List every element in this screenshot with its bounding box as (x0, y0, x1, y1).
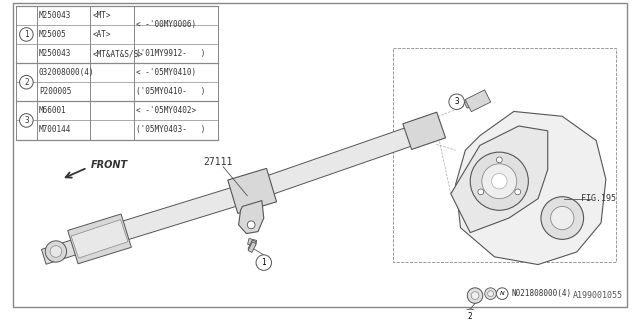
Polygon shape (456, 111, 606, 265)
Text: <MT>: <MT> (92, 11, 111, 20)
Circle shape (20, 28, 33, 41)
Circle shape (467, 288, 483, 303)
Polygon shape (451, 126, 548, 233)
Polygon shape (266, 126, 415, 194)
Text: M250043: M250043 (39, 49, 71, 58)
Text: 3: 3 (24, 116, 29, 125)
Text: M25005: M25005 (39, 30, 67, 39)
Text: P200005: P200005 (39, 87, 71, 96)
Circle shape (45, 241, 67, 262)
Polygon shape (239, 201, 264, 234)
Circle shape (492, 173, 507, 189)
Circle shape (256, 255, 271, 270)
Circle shape (470, 152, 529, 210)
Text: 2: 2 (468, 312, 472, 320)
Text: <MT&AT&S/S>: <MT&AT&S/S> (92, 49, 143, 58)
Polygon shape (248, 240, 256, 251)
Circle shape (497, 288, 508, 300)
Polygon shape (68, 214, 131, 264)
Text: M66001: M66001 (39, 106, 67, 116)
Bar (16, 6, 218, 140)
Polygon shape (463, 92, 486, 108)
Circle shape (20, 76, 33, 89)
Polygon shape (248, 242, 256, 252)
Text: ('05MY0410-   ): ('05MY0410- ) (136, 87, 205, 96)
Bar (393, 48, 616, 262)
Circle shape (541, 197, 584, 239)
Text: 3: 3 (454, 97, 459, 106)
Text: <AT>: <AT> (92, 30, 111, 39)
Circle shape (550, 206, 574, 230)
Polygon shape (465, 90, 491, 112)
Polygon shape (71, 220, 128, 258)
Polygon shape (42, 239, 80, 264)
Text: < -'05MY0410): < -'05MY0410) (136, 68, 196, 77)
Text: 27111: 27111 (204, 157, 233, 167)
Circle shape (484, 288, 497, 300)
Text: < -'05MY0402>: < -'05MY0402> (136, 106, 196, 116)
Polygon shape (118, 187, 241, 241)
Circle shape (20, 114, 33, 127)
Text: ('05MY0403-   ): ('05MY0403- ) (136, 125, 205, 134)
Text: FIG.195: FIG.195 (580, 194, 616, 203)
Circle shape (488, 291, 493, 297)
Circle shape (478, 189, 484, 195)
Circle shape (50, 246, 61, 257)
Text: M700144: M700144 (39, 125, 71, 134)
Text: 1: 1 (24, 30, 29, 39)
Circle shape (497, 157, 502, 163)
Circle shape (482, 164, 516, 199)
Text: M250043: M250043 (39, 11, 71, 20)
Polygon shape (228, 168, 276, 213)
Text: 032008000(4): 032008000(4) (39, 68, 95, 77)
Text: 2: 2 (24, 78, 29, 87)
Text: FRONT: FRONT (90, 160, 127, 170)
Text: 1: 1 (262, 258, 266, 267)
Circle shape (515, 189, 521, 195)
Polygon shape (403, 112, 445, 149)
Text: N: N (500, 291, 504, 296)
Text: N021808000(4): N021808000(4) (512, 289, 572, 298)
Polygon shape (248, 238, 257, 246)
Text: A199001055: A199001055 (572, 292, 622, 300)
Circle shape (247, 221, 255, 229)
Circle shape (471, 292, 479, 300)
Text: ('01MY9912-   ): ('01MY9912- ) (136, 49, 205, 58)
Circle shape (449, 94, 465, 109)
Text: < -'00MY0006): < -'00MY0006) (136, 20, 196, 29)
Circle shape (463, 309, 478, 320)
